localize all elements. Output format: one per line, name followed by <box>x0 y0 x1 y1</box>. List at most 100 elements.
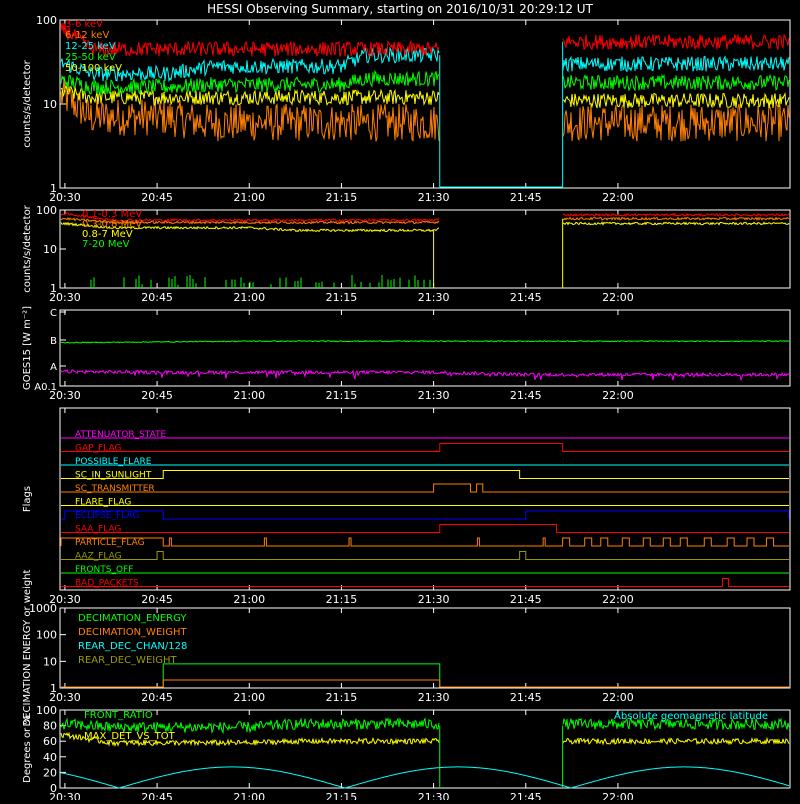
y-axis-label: counts/s/detector <box>22 59 33 147</box>
y-axis-label: Flags <box>22 486 33 512</box>
flag-trace <box>61 510 790 520</box>
flag-eclipse-flag: ECLIPSE_FLAG <box>61 510 790 521</box>
legend-entry: 0.1-0.3 MeV <box>82 209 142 220</box>
legend-entry: 3-6 keV <box>65 19 103 30</box>
series-6-12-kev <box>60 78 790 142</box>
y-tick-label: A0.1 <box>34 382 57 393</box>
flag-trace <box>61 578 789 587</box>
flag-label: POSSIBLE_FLARE <box>75 457 152 467</box>
x-tick-label: 21:15 <box>326 291 358 304</box>
y-tick-label: 1000 <box>29 602 57 615</box>
flag-aaz-flag: AAZ_FLAG <box>61 551 789 562</box>
legend-entry: DECIMATION_WEIGHT <box>78 627 187 638</box>
flag-label: SC_TRANSMITTER <box>75 484 155 494</box>
chart-title: HESSI Observing Summary, starting on 201… <box>207 2 593 16</box>
legend-entry: 6-12 keV <box>65 30 109 41</box>
flag-sc-in-sunlight: SC_IN_SUNLIGHT <box>61 470 789 481</box>
x-tick-label: 21:15 <box>326 691 358 704</box>
y-tick-label: 100 <box>36 204 57 217</box>
x-tick-label: 20:45 <box>141 291 173 304</box>
y-tick-label: 1 <box>50 282 57 295</box>
flag-trace <box>61 551 789 560</box>
y-axis-label: DECIMATION ENERGY or weight <box>22 569 33 726</box>
flag-trace <box>61 524 789 533</box>
flag-gap-flag: GAP_FLAG <box>61 443 789 454</box>
x-tick-label: 20:45 <box>141 593 173 606</box>
x-tick-label: 21:15 <box>326 791 358 800</box>
series-25-50-kev <box>60 69 790 97</box>
panel-frame <box>59 309 791 387</box>
panel-lightcurve-high: 20:30 20:45 21:00 21:15 21:30 21:45 22:00 count… <box>22 204 791 304</box>
panel-decimation: 20:30 20:45 21:00 21:15 21:30 21:45 22:00 DECIM… <box>22 569 791 726</box>
series-12-25-kev <box>60 46 790 83</box>
x-tick-label: 20:30 <box>49 389 81 402</box>
x-tick-label: 21:30 <box>418 593 450 606</box>
flag-trace <box>61 483 789 493</box>
x-tick-label: 20:45 <box>141 791 173 800</box>
flag-trace <box>61 470 789 479</box>
x-tick-label: 22:00 <box>602 191 634 204</box>
series-front-ratio <box>60 716 790 735</box>
series-3-6-kev <box>60 23 790 58</box>
x-tick-label: 21:45 <box>510 691 542 704</box>
legend-entry: REAR_DEC_WEIGHT <box>78 655 177 666</box>
legend-entry: MAX_DET_VS_TOT <box>84 731 176 742</box>
x-tick-label: 21:00 <box>233 389 265 402</box>
flag-label: SC_IN_SUNLIGHT <box>75 471 152 481</box>
x-tick-label: 20:30 <box>49 593 81 606</box>
y-axis-label: counts/s/detector <box>22 204 33 292</box>
x-tick-label: 22:00 <box>602 291 634 304</box>
flag-label: SAA_FLAG <box>75 525 121 535</box>
legend-entry: 7-20 MeV <box>82 239 130 250</box>
series-goes-long <box>60 340 790 344</box>
y-tick-label: 40 <box>43 751 57 764</box>
legend-entry: FRONT_RATIO <box>84 710 153 721</box>
x-tick-label: 21:45 <box>510 791 542 800</box>
x-tick-label: 21:30 <box>418 691 450 704</box>
x-tick-label: 21:30 <box>418 291 450 304</box>
panel-frame <box>59 407 791 591</box>
flag-attenuator-state: ATTENUATOR_STATE <box>61 430 789 440</box>
legend-entry: REAR_DEC_CHAN/128 <box>78 641 187 652</box>
x-tick-label: 20:45 <box>141 389 173 402</box>
flag-flare-flag: FLARE_FLAG <box>61 498 789 508</box>
annotation-geomagnetic: Absolute geomagnetic latitude <box>614 711 768 722</box>
x-tick-label: 22:00 <box>602 791 634 800</box>
x-tick-label: 20:30 <box>49 691 81 704</box>
x-tick-label: 22:00 <box>602 389 634 402</box>
y-tick-label: 100 <box>36 704 57 717</box>
panel-frame <box>59 607 791 689</box>
x-tick-label: 21:30 <box>418 791 450 800</box>
flag-label: PARTICLE_FLAG <box>75 538 145 548</box>
y-tick-label: 10 <box>43 98 57 111</box>
y-tick-label: 60 <box>43 735 57 748</box>
x-tick-label: 21:15 <box>326 389 358 402</box>
y-tick-label: 0 <box>50 782 57 795</box>
y-tick-label: 1 <box>50 682 57 695</box>
x-tick-label: 21:45 <box>510 191 542 204</box>
y-tick-label: 100 <box>36 629 57 642</box>
y-tick-label: 80 <box>43 720 57 733</box>
series-0-1-0-3-mev <box>60 212 790 223</box>
x-tick-label: 21:30 <box>418 191 450 204</box>
x-tick-label: 22:00 <box>602 691 634 704</box>
series-decimation-weight <box>61 679 789 688</box>
y-tick-label: C <box>50 308 57 319</box>
flag-label: ATTENUATOR_STATE <box>75 430 167 440</box>
flag-label: FRONTS_OFF <box>75 565 133 575</box>
series-50-100-kev <box>60 84 790 109</box>
flag-fronts-off: FRONTS_OFF <box>61 565 789 575</box>
x-tick-label: 20:30 <box>49 291 81 304</box>
x-tick-label: 20:45 <box>141 691 173 704</box>
legend-entry: 12-25 keV <box>65 41 116 52</box>
flag-trace <box>60 537 789 547</box>
x-tick-label: 21:30 <box>418 389 450 402</box>
flag-trace <box>61 443 789 452</box>
y-tick-label: 10 <box>43 243 57 256</box>
flag-label: FLARE_FLAG <box>75 498 131 508</box>
y-tick-label: 100 <box>36 14 57 27</box>
x-tick-label: 21:00 <box>233 291 265 304</box>
flag-possible-flare: POSSIBLE_FLARE <box>61 457 789 467</box>
x-tick-label: 21:45 <box>510 389 542 402</box>
panel-flags: 20:30 20:45 21:00 21:15 21:30 21:45 22:00 Flags… <box>22 407 791 606</box>
